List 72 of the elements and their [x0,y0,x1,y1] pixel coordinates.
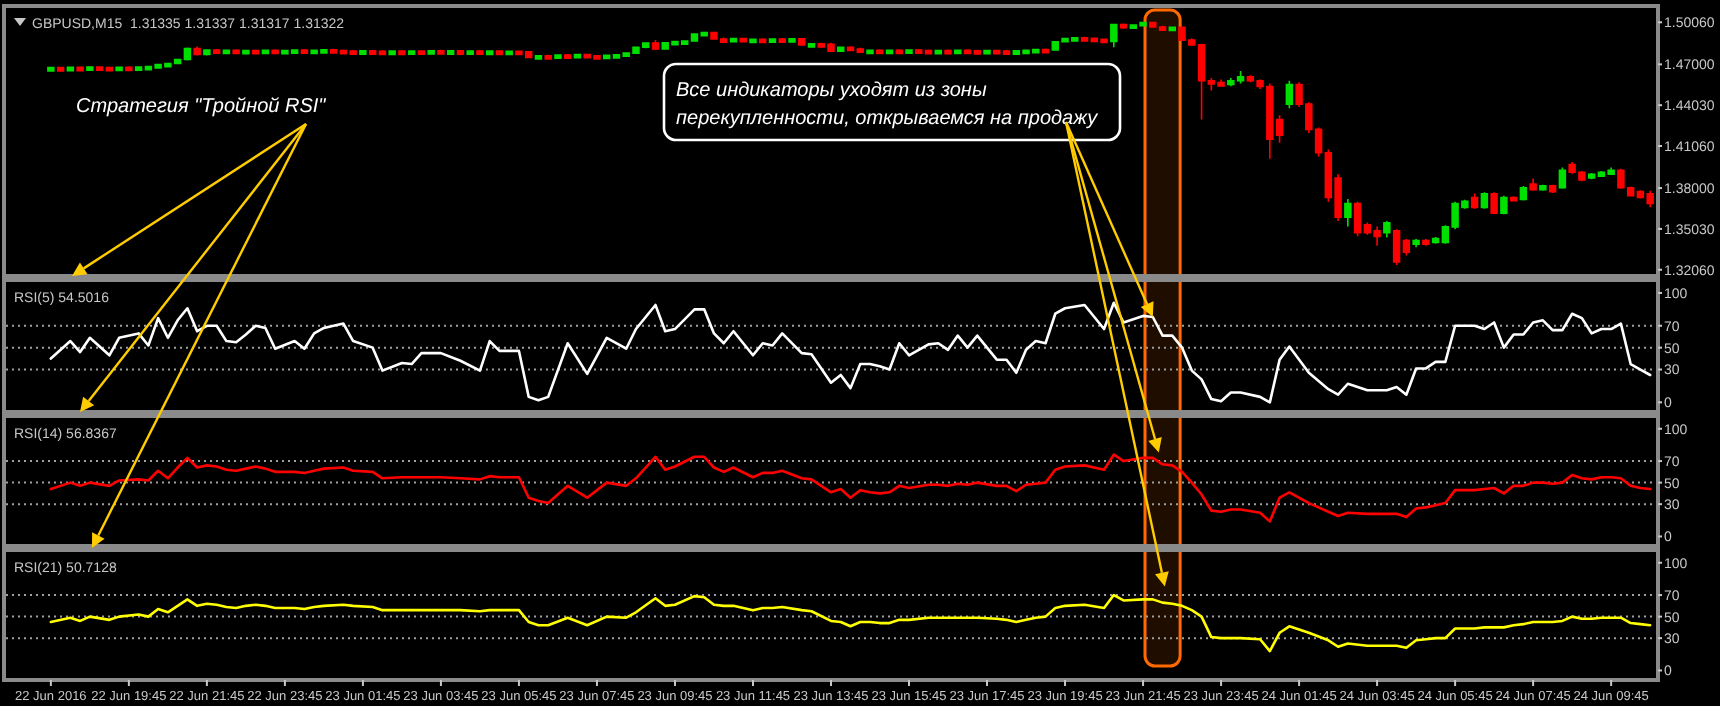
candlestick [544,53,552,60]
candlestick [125,65,133,72]
candlestick [554,53,562,60]
candlestick [1383,220,1391,239]
candlestick [1480,191,1489,210]
candlestick [300,48,309,55]
candlestick [1558,166,1567,190]
candlestick [983,49,991,55]
candlestick [1422,238,1430,247]
candlestick [798,37,806,47]
candlestick [86,66,94,72]
candlestick [56,66,65,72]
candlestick [232,48,240,55]
candlestick [1168,25,1177,32]
candlestick [1470,192,1479,210]
candlestick [1509,195,1518,202]
candlestick [456,49,465,55]
candlestick [1500,194,1508,215]
annotation: Стратегия "Тройной RSI" [76,96,327,118]
candlestick [1110,23,1118,48]
candlestick [807,42,816,48]
candlestick [427,49,435,55]
candlestick [407,49,416,56]
candlestick [203,48,211,57]
candlestick [905,48,913,55]
candlestick [1412,238,1420,248]
candlestick [563,53,572,60]
candlestick [788,37,796,43]
candlestick [739,36,747,43]
candlestick [885,48,894,55]
candlestick [768,37,777,44]
candlestick [359,49,367,55]
candlestick [466,49,474,56]
candlestick [534,54,543,60]
candlestick [115,66,123,72]
candlestick [47,66,55,72]
candlestick [1285,80,1294,110]
candlestick [1529,177,1537,192]
candlestick [476,49,484,56]
annotation: Все индикаторы уходят из зоны перекупленности, открываемся на продажу [676,80,1100,130]
candlestick [1548,183,1557,194]
candlestick [1490,191,1498,215]
line-series [49,453,1652,523]
candlestick [193,45,201,57]
candlestick [495,49,504,56]
candlestick [895,48,903,55]
candlestick [437,48,445,55]
candlestick [778,37,786,44]
candlestick [251,48,260,55]
candlestick [505,49,513,56]
candlestick [1344,198,1352,228]
candlestick [1539,183,1547,192]
candlestick [485,49,494,56]
candlestick [417,49,426,56]
candlestick [651,39,660,51]
candlestick [729,37,738,43]
candlestick [398,49,406,56]
candlestick [944,48,952,55]
candlestick [954,48,962,55]
line-series [49,593,1652,653]
candlestick [837,45,845,53]
candlestick [271,48,279,55]
candlestick [866,48,874,55]
candlestick [388,49,396,56]
line-series [49,301,1652,404]
candlestick [1519,185,1528,202]
candlestick [749,37,757,44]
candlestick [222,48,231,55]
candlestick [446,49,455,55]
candlestick [1041,47,1050,54]
candlestick [242,48,250,55]
candlestick [212,48,221,54]
